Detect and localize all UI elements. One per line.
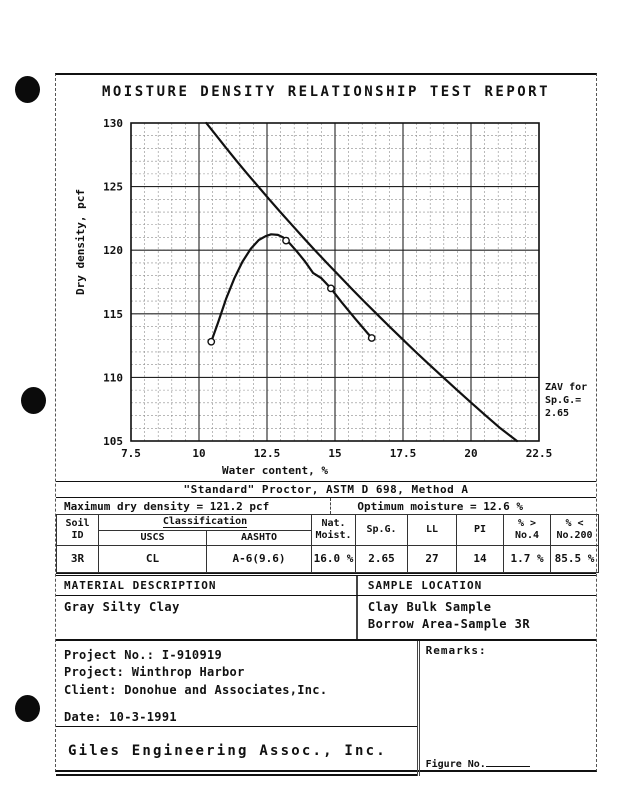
y-tick-label: 110	[103, 371, 123, 384]
y-tick-label: 130	[103, 117, 123, 130]
col-header-soil-id: Soil ID	[56, 514, 99, 546]
cell-uscs: CL	[98, 545, 207, 573]
x-tick-label: 10	[192, 447, 205, 460]
col-header-pi: PI	[456, 514, 505, 546]
project-number: Project No.: I-910919	[64, 648, 223, 662]
report-frame: MOISTURE DENSITY RELATIONSHIP TEST REPOR…	[55, 73, 600, 776]
plot-border	[130, 122, 540, 442]
page-title: MOISTURE DENSITY RELATIONSHIP TEST REPOR…	[101, 84, 551, 100]
project-info-box: Project No.: I-910919 Project: Winthrop …	[56, 641, 417, 727]
zav-curve	[205, 121, 519, 443]
optimum-moisture-value: Optimum moisture = 12.6 %	[357, 499, 523, 513]
col-header-nat-moist: Nat. Moist.	[311, 514, 357, 546]
cell-soil-id: 3R	[56, 545, 99, 573]
company-name: Giles Engineering Assoc., Inc.	[68, 742, 387, 759]
cell-ll: 27	[407, 545, 458, 573]
remarks-box: Remarks: Figure No.	[416, 641, 596, 776]
material-sample-section: MATERIAL DESCRIPTION SAMPLE LOCATION Gra…	[56, 573, 596, 639]
sample-location-header: SAMPLE LOCATION	[367, 579, 483, 592]
x-tick-label: 15	[328, 447, 341, 460]
moisture-density-chart: 7.5 10 12.5 15 17.5 20 22.5 105 110 115 120 125 130 W…	[56, 109, 596, 481]
footer-section: Project No.: I-910919 Project: Winthrop …	[56, 639, 596, 776]
chart-canvas: 7.5 10 12.5 15 17.5 20 22.5 105 110 115 120 125 130 W…	[74, 117, 587, 477]
y-tick-label: 125	[103, 181, 123, 194]
y-tick-label: 115	[103, 308, 123, 321]
cell-lt-no200: 85.5 %	[550, 545, 600, 573]
x-tick-label: 17.5	[390, 447, 417, 460]
data-point	[327, 284, 335, 293]
company-box: Giles Engineering Assoc., Inc.	[56, 727, 417, 776]
data-point	[207, 337, 216, 346]
project-name: Project: Winthrop Harbor	[64, 665, 245, 680]
cell-aashto: A-6(9.6)	[205, 545, 313, 573]
cell-gt-no4: 1.7 %	[503, 545, 552, 573]
y-axis-title: Dry density, pcf	[74, 189, 87, 295]
proctor-results-row: Maximum dry density = 121.2 pcf Optimum …	[56, 497, 596, 514]
figure-number-field: Figure No.	[426, 758, 590, 770]
material-description-header: MATERIAL DESCRIPTION	[56, 576, 358, 595]
x-tick-label: 12.5	[254, 447, 281, 460]
zav-annotation: Sp.G.=	[545, 395, 581, 406]
data-point	[282, 236, 290, 245]
x-tick-label: 22.5	[526, 447, 553, 460]
client-name: Client: Donohue and Associates,Inc.	[64, 682, 328, 697]
proctor-method-text: "Standard" Proctor, ASTM D 698, Method A	[183, 483, 469, 496]
cell-nat-moist: 16.0 %	[311, 545, 357, 573]
y-tick-label: 105	[103, 435, 123, 448]
x-tick-label: 7.5	[121, 447, 141, 460]
max-dry-density-value: Maximum dry density = 121.2 pcf	[56, 498, 332, 514]
report-header: MOISTURE DENSITY RELATIONSHIP TEST REPOR…	[56, 75, 596, 109]
cell-pi: 14	[456, 545, 505, 573]
data-point	[367, 334, 376, 342]
x-tick-label: 20	[464, 447, 477, 460]
col-header-gt-no4: % > No.4	[503, 514, 552, 546]
remarks-label: Remarks:	[425, 644, 487, 657]
x-axis-title: Water content, %	[222, 464, 328, 477]
col-header-spg: Sp.G.	[355, 514, 409, 546]
punch-hole	[15, 76, 40, 103]
material-description-text: Gray Silty Clay	[56, 596, 358, 639]
col-header-ll: LL	[407, 514, 458, 546]
report-date: Date: 10-3-1991	[64, 710, 177, 725]
proctor-method-row: "Standard" Proctor, ASTM D 698, Method A	[56, 481, 596, 497]
sample-location-text: Clay Bulk Sample Borrow Area-Sample 3R	[367, 600, 531, 632]
col-header-aashto: AASHTO	[205, 529, 313, 546]
col-header-classification: Classification	[97, 514, 313, 531]
table-row: 3R CL A-6(9.6) 16.0 % 2.65 27 14 1.7 % 8…	[56, 545, 600, 573]
col-header-uscs: USCS	[98, 529, 207, 546]
zav-annotation: 2.65	[545, 408, 569, 419]
cell-spg: 2.65	[355, 545, 409, 573]
figure-number-blank	[485, 758, 530, 767]
punch-hole	[21, 387, 46, 414]
col-header-lt-no200: % < No.200	[550, 514, 600, 546]
punch-hole	[15, 695, 40, 722]
zav-annotation: ZAV for	[545, 382, 587, 393]
y-tick-label: 120	[103, 244, 123, 257]
soil-classification-table: Soil ID Classification Nat. Moist. Sp.G.…	[56, 514, 600, 573]
